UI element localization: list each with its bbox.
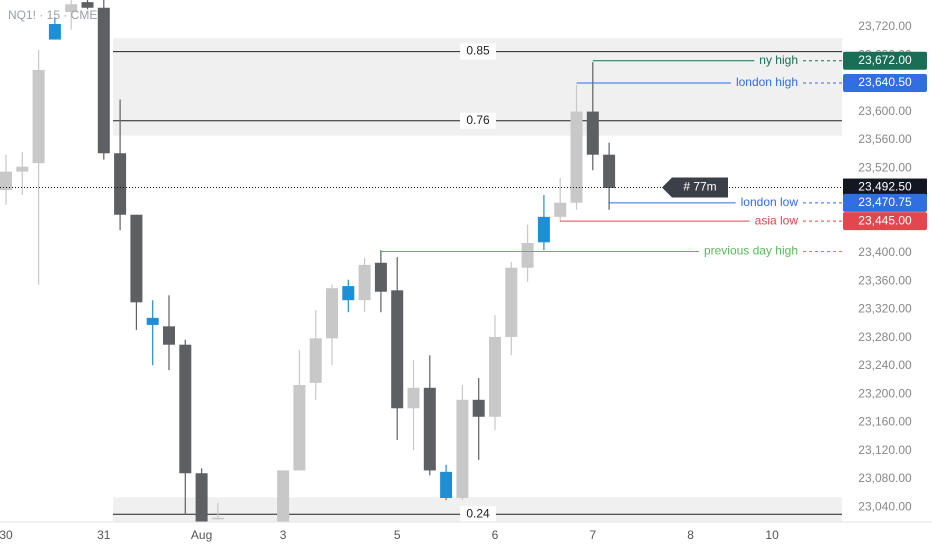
price-line-label: 23,640.50 bbox=[858, 75, 912, 89]
candle-body bbox=[293, 384, 306, 471]
candle-body bbox=[309, 338, 322, 383]
price-line-box bbox=[843, 73, 927, 92]
countdown-tag: # 77m bbox=[683, 180, 716, 194]
y-tick-label: 23,120.00 bbox=[858, 443, 912, 457]
x-tick-label: 10 bbox=[765, 528, 779, 542]
candle-body bbox=[586, 111, 599, 155]
candle-body bbox=[603, 154, 616, 188]
candle-body bbox=[179, 344, 192, 474]
price-line-label: 23,445.00 bbox=[858, 213, 912, 227]
candle-body bbox=[505, 267, 518, 337]
candle-body bbox=[407, 387, 420, 409]
y-tick-label: 23,240.00 bbox=[858, 358, 912, 372]
candle-body bbox=[48, 24, 61, 40]
y-tick-label: 23,600.00 bbox=[858, 104, 912, 118]
background-layer: 0.85 0.76 0.24 bbox=[113, 38, 842, 523]
level-label: 0.24 bbox=[466, 506, 490, 520]
price-line-name: ny high bbox=[759, 53, 798, 67]
candle-body bbox=[570, 111, 583, 203]
price-line-box bbox=[843, 51, 927, 70]
candle-body bbox=[342, 286, 355, 301]
level-label: 0.76 bbox=[466, 113, 490, 127]
y-tick-label: 23,720.00 bbox=[858, 19, 912, 33]
level-label-bg bbox=[460, 506, 496, 523]
x-tick-label: 7 bbox=[589, 528, 596, 542]
candle-body bbox=[163, 326, 175, 345]
price-line-box bbox=[843, 193, 927, 212]
candle-body bbox=[456, 399, 469, 498]
candle-body bbox=[423, 387, 436, 471]
level-label-bg bbox=[460, 43, 496, 60]
candle-body bbox=[97, 7, 110, 154]
candle-body bbox=[114, 153, 127, 215]
x-tick-label: 5 bbox=[394, 528, 401, 542]
candle-body bbox=[211, 517, 224, 520]
current-price-label: 23,492.50 bbox=[858, 180, 912, 194]
price-line-box bbox=[843, 212, 927, 231]
candle-body bbox=[374, 262, 387, 292]
candle-body bbox=[146, 317, 159, 325]
candle-body bbox=[81, 2, 94, 8]
current-price-box bbox=[843, 178, 927, 197]
candle-body bbox=[16, 166, 29, 172]
candle-body bbox=[391, 290, 404, 409]
candle-body bbox=[489, 336, 501, 417]
y-tick-label: 23,040.00 bbox=[858, 499, 912, 513]
y-tick-label: 23,280.00 bbox=[858, 330, 912, 344]
price-line-name: london low bbox=[741, 195, 799, 209]
price-line-label: 23,470.75 bbox=[858, 195, 912, 209]
x-tick-label: 30 bbox=[0, 528, 13, 542]
level-label: 0.85 bbox=[466, 44, 490, 58]
candle-body bbox=[326, 288, 338, 339]
y-tick-label: 23,520.00 bbox=[858, 160, 912, 174]
y-tick-label: 23,320.00 bbox=[858, 302, 912, 316]
y-tick-label: 23,400.00 bbox=[858, 245, 912, 259]
countdown-tag-bg bbox=[662, 177, 728, 198]
candle-body bbox=[277, 470, 290, 522]
y-tick-label: 23,160.00 bbox=[858, 415, 912, 429]
y-tick-label: 23,200.00 bbox=[858, 386, 912, 400]
overlay-layer: 30 31 Aug 3 5 6 7 8 10 23,040.00 23,080.00 23,120.0… bbox=[0, 19, 932, 542]
y-tick-label: 23,560.00 bbox=[858, 132, 912, 146]
candle-body bbox=[195, 473, 208, 522]
price-line-name: previous day high bbox=[704, 244, 798, 258]
price-line-name: london high bbox=[736, 75, 798, 89]
candle-body bbox=[358, 264, 371, 301]
candle-body bbox=[472, 399, 485, 417]
candle-body bbox=[0, 171, 12, 191]
candle-body bbox=[537, 216, 550, 243]
x-tick-label: 8 bbox=[687, 528, 694, 542]
y-tick-label: 23,360.00 bbox=[858, 273, 912, 287]
price-line-label: 23,672.00 bbox=[858, 53, 912, 67]
x-tick-label: 31 bbox=[97, 528, 111, 542]
x-tick-label: 6 bbox=[492, 528, 499, 542]
candle-layer bbox=[0, 0, 616, 522]
candle-body bbox=[65, 4, 78, 13]
price-line-name: asia low bbox=[755, 213, 799, 227]
y-tick-label: 23,080.00 bbox=[858, 471, 912, 485]
x-tick-label: Aug bbox=[191, 528, 212, 542]
x-tick-label: 3 bbox=[280, 528, 287, 542]
level-label-bg bbox=[460, 112, 496, 129]
chart-title: NQ1! · 15 · CME bbox=[8, 8, 97, 22]
candle-body bbox=[521, 242, 534, 268]
candle-body bbox=[554, 202, 567, 217]
candle-body bbox=[440, 471, 453, 498]
candle-body bbox=[130, 214, 143, 303]
candle-body bbox=[32, 69, 45, 164]
